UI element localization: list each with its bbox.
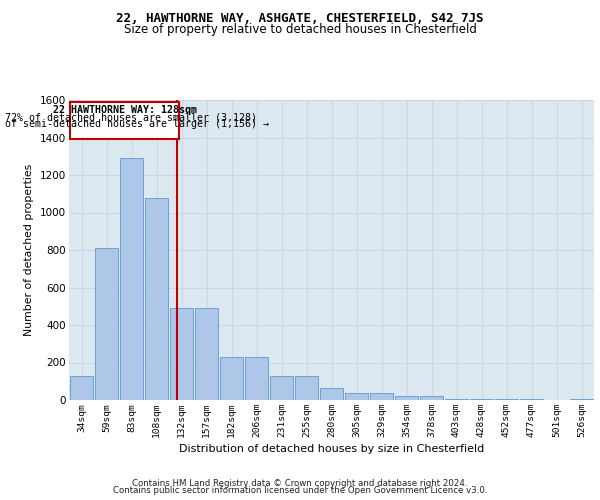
- Text: 22, HAWTHORNE WAY, ASHGATE, CHESTERFIELD, S42 7JS: 22, HAWTHORNE WAY, ASHGATE, CHESTERFIELD…: [116, 12, 484, 26]
- Text: Size of property relative to detached houses in Chesterfield: Size of property relative to detached ho…: [124, 22, 476, 36]
- Bar: [245, 357, 268, 400]
- Bar: [70, 102, 179, 140]
- Bar: [370, 392, 393, 400]
- Bar: [145, 198, 168, 400]
- Bar: [170, 308, 193, 400]
- Text: 27% of semi-detached houses are larger (1,156) →: 27% of semi-detached houses are larger (…: [0, 119, 269, 129]
- Bar: [445, 399, 468, 400]
- Text: 22 HAWTHORNE WAY: 128sqm: 22 HAWTHORNE WAY: 128sqm: [53, 106, 197, 116]
- Text: ← 72% of detached houses are smaller (3,128): ← 72% of detached houses are smaller (3,…: [0, 112, 257, 122]
- Bar: [320, 388, 343, 400]
- Bar: [295, 376, 318, 400]
- Bar: [195, 308, 218, 400]
- Bar: [120, 158, 143, 400]
- Bar: [570, 399, 593, 400]
- Bar: [520, 399, 543, 400]
- Y-axis label: Number of detached properties: Number of detached properties: [25, 164, 34, 336]
- Bar: [420, 396, 443, 400]
- Bar: [220, 357, 243, 400]
- Bar: [395, 396, 418, 400]
- Bar: [470, 399, 493, 400]
- Bar: [270, 376, 293, 400]
- Text: Contains HM Land Registry data © Crown copyright and database right 2024.: Contains HM Land Registry data © Crown c…: [132, 478, 468, 488]
- Bar: [345, 392, 368, 400]
- Text: Contains public sector information licensed under the Open Government Licence v3: Contains public sector information licen…: [113, 486, 487, 495]
- X-axis label: Distribution of detached houses by size in Chesterfield: Distribution of detached houses by size …: [179, 444, 484, 454]
- Bar: [95, 248, 118, 400]
- Bar: [70, 376, 93, 400]
- Bar: [495, 399, 518, 400]
